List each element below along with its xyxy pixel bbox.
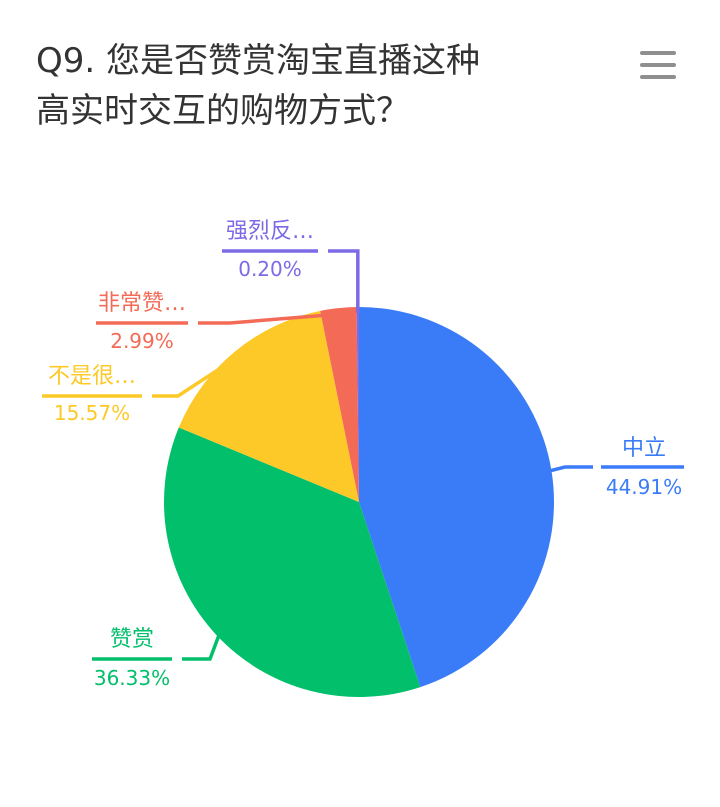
pie-slice-4[interactable] — [356, 307, 359, 502]
slice-label-1: 赞赏 — [110, 627, 154, 652]
connector-line-3 — [198, 312, 340, 325]
slice-label-2: 不是很… — [48, 364, 136, 389]
pie-labels: 中立 44.91% 赞赏 36.33% 不是很… 15.57% 非常赞… 2.99% 强烈反… 0… — [42, 219, 684, 690]
connector-line-1 — [182, 630, 223, 661]
chart-title-line-1: Q9. 您是否赞赏淘宝直播这种 — [36, 41, 481, 81]
slice-value-0: 44.91% — [606, 475, 682, 499]
connector-line-2 — [152, 354, 240, 398]
pie-slice-0[interactable] — [359, 307, 555, 688]
pie-slice-1[interactable] — [164, 427, 421, 698]
chart-title-line-2: 高实时交互的购物方式？ — [36, 91, 410, 131]
slice-value-3: 2.99% — [110, 329, 174, 353]
menu-bar-middle — [640, 63, 676, 67]
pie-slices — [164, 307, 555, 698]
slice-value-2: 15.57% — [54, 401, 130, 425]
slice-label-0: 中立 — [622, 436, 666, 461]
connector-line-4 — [328, 249, 360, 314]
slice-value-1: 36.33% — [94, 666, 170, 690]
menu-bar-top — [640, 51, 676, 55]
slice-label-3: 非常赞… — [98, 291, 186, 316]
slice-value-4: 0.20% — [238, 257, 302, 281]
pie-slice-3[interactable] — [320, 307, 359, 502]
connector-line-0 — [545, 465, 593, 474]
menu-bar-bottom — [640, 75, 676, 79]
slice-label-4: 强烈反… — [226, 219, 314, 244]
hamburger-menu-icon[interactable] — [640, 50, 678, 80]
pie-slice-2[interactable] — [178, 310, 359, 502]
chart-title: Q9. 您是否赞赏淘宝直播这种 高实时交互的购物方式？ — [36, 36, 596, 136]
